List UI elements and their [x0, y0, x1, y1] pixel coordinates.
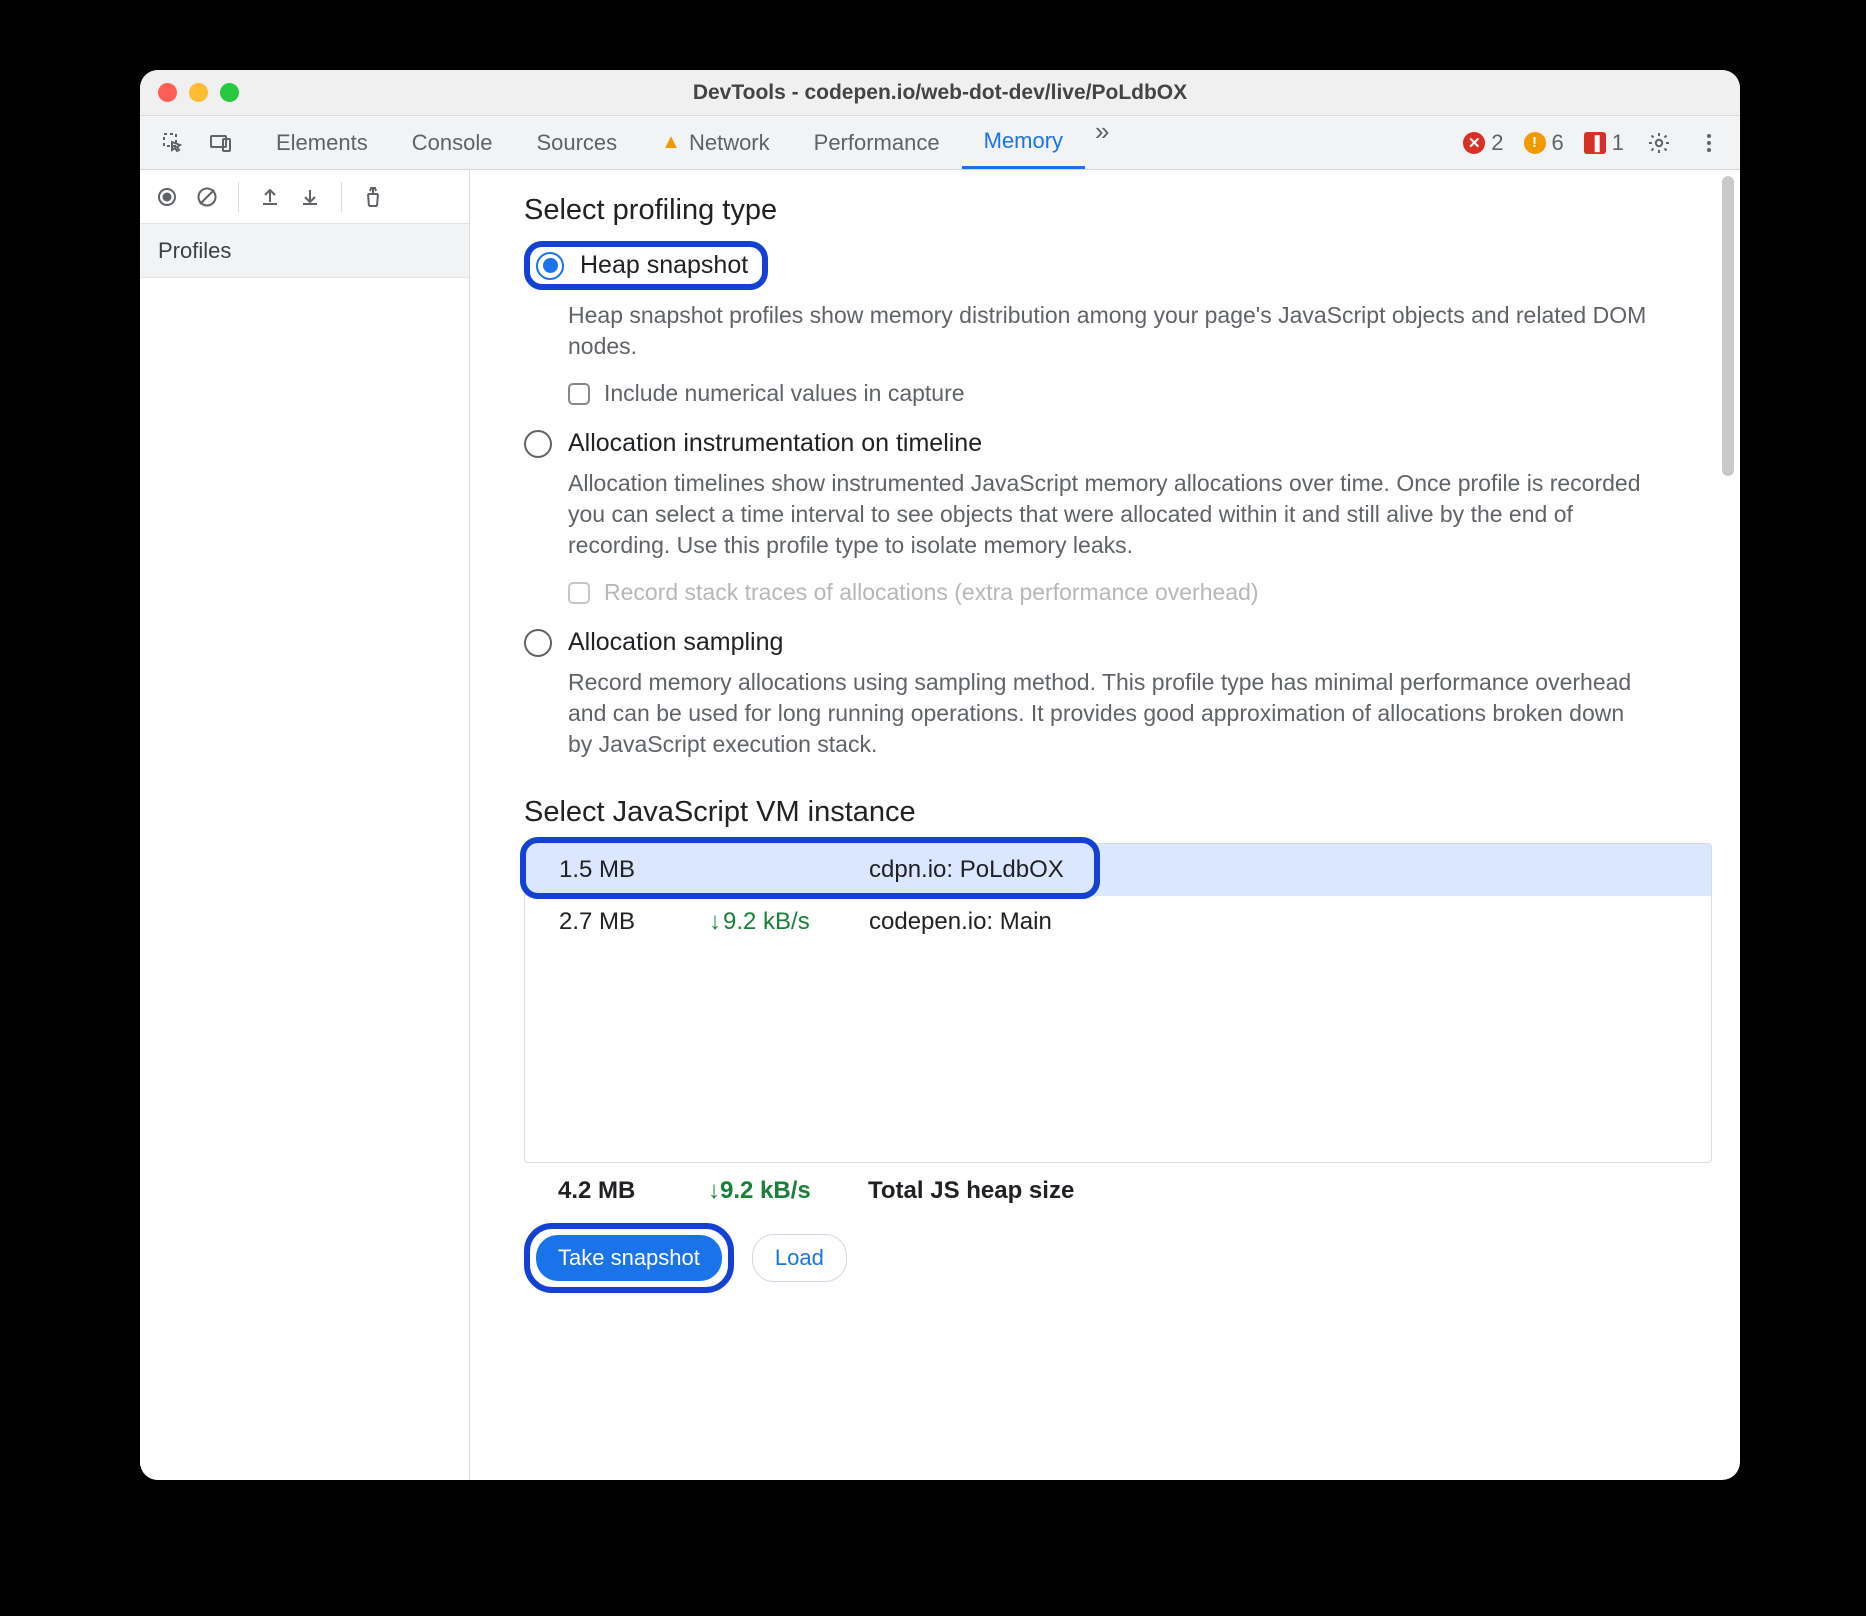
tab-label: Sources: [536, 130, 617, 156]
radio-allocation-timeline[interactable]: [524, 430, 552, 458]
close-window-button[interactable]: [158, 83, 177, 102]
radio-heap-snapshot[interactable]: [536, 252, 564, 280]
highlight-ring: Heap snapshot: [524, 241, 768, 290]
upload-icon[interactable]: [255, 182, 285, 212]
checkbox-include-numerical[interactable]: [568, 383, 590, 405]
down-arrow-icon: ↓: [709, 908, 721, 935]
zoom-window-button[interactable]: [220, 83, 239, 102]
clear-icon[interactable]: [192, 182, 222, 212]
tab-label: Elements: [276, 130, 368, 156]
option-heap-snapshot: Heap snapshot Heap snapshot profiles sho…: [524, 241, 1712, 407]
radio-allocation-sampling[interactable]: [524, 629, 552, 657]
tab-performance[interactable]: Performance: [792, 116, 962, 169]
option-allocation-timeline: Allocation instrumentation on timeline A…: [524, 429, 1712, 606]
settings-icon[interactable]: [1644, 128, 1674, 158]
errors-count: 2: [1491, 130, 1503, 156]
vm-totals-row: 4.2 MB ↓9.2 kB/s Total JS heap size: [524, 1163, 1712, 1215]
checkbox-record-stack-traces: [568, 582, 590, 604]
total-rate: ↓9.2 kB/s: [708, 1177, 868, 1205]
option-description: Record memory allocations using sampling…: [568, 667, 1648, 760]
checkbox-label: Record stack traces of allocations (extr…: [604, 579, 1259, 606]
vm-row[interactable]: 1.5 MB cdpn.io: PoLdbOX: [525, 844, 1711, 896]
warning-icon: ▲: [661, 131, 681, 154]
include-numerical-values-row: Include numerical values in capture: [568, 380, 1712, 407]
device-toolbar-icon[interactable]: [206, 128, 236, 158]
vm-name: cdpn.io: PoLdbOX: [869, 856, 1701, 884]
panel-tabs: Elements Console Sources ▲ Network Perfor…: [254, 116, 1120, 169]
more-tabs-button[interactable]: »: [1085, 116, 1119, 169]
tab-console[interactable]: Console: [390, 116, 515, 169]
tab-sources[interactable]: Sources: [514, 116, 639, 169]
profiles-label: Profiles: [158, 238, 231, 264]
error-icon: ✕: [1463, 132, 1485, 154]
record-icon[interactable]: [152, 182, 182, 212]
option-allocation-sampling: Allocation sampling Record memory alloca…: [524, 628, 1712, 760]
minimize-window-button[interactable]: [189, 83, 208, 102]
devtools-tabstrip: Elements Console Sources ▲ Network Perfor…: [140, 116, 1740, 170]
vm-instance-block: Select JavaScript VM instance 1.5 MB cdp…: [524, 792, 1712, 1452]
profiles-heading: Profiles: [140, 224, 469, 278]
memory-panel: Select profiling type Heap snapshot Heap…: [470, 170, 1740, 1480]
sidebar: Profiles: [140, 170, 470, 1480]
tab-label: Memory: [984, 128, 1063, 154]
option-label[interactable]: Allocation instrumentation on timeline: [568, 429, 982, 458]
window-title: DevTools - codepen.io/web-dot-dev/live/P…: [140, 81, 1740, 105]
traffic-lights: [140, 83, 239, 102]
tab-label: Console: [412, 130, 493, 156]
tab-network[interactable]: ▲ Network: [639, 116, 791, 169]
record-stack-traces-row: Record stack traces of allocations (extr…: [568, 579, 1712, 606]
warnings-count: 6: [1552, 130, 1564, 156]
vm-rate: ↓9.2 kB/s: [709, 908, 869, 936]
issues-badge[interactable]: ▐ 1: [1584, 130, 1624, 156]
load-button[interactable]: Load: [752, 1234, 847, 1282]
take-snapshot-button[interactable]: Take snapshot: [536, 1235, 722, 1281]
checkbox-label: Include numerical values in capture: [604, 380, 965, 407]
total-label: Total JS heap size: [868, 1177, 1702, 1205]
total-size: 4.2 MB: [558, 1177, 708, 1205]
action-buttons: Take snapshot Load: [524, 1223, 1712, 1293]
scrollbar[interactable]: [1722, 176, 1734, 476]
devtools-window: DevTools - codepen.io/web-dot-dev/live/P…: [140, 70, 1740, 1480]
option-description: Heap snapshot profiles show memory distr…: [568, 300, 1648, 362]
tab-elements[interactable]: Elements: [254, 116, 390, 169]
sidebar-toolbar: [140, 170, 469, 224]
highlight-ring: Take snapshot: [524, 1223, 734, 1293]
down-arrow-icon: ↓: [708, 1177, 720, 1204]
tab-label: Performance: [814, 130, 940, 156]
option-label[interactable]: Heap snapshot: [580, 251, 748, 280]
option-description: Allocation timelines show instrumented J…: [568, 468, 1648, 561]
warnings-badge[interactable]: ! 6: [1524, 130, 1564, 156]
vm-section-title: Select JavaScript VM instance: [524, 796, 1712, 829]
tab-memory[interactable]: Memory: [962, 116, 1085, 169]
vm-row[interactable]: 2.7 MB ↓9.2 kB/s codepen.io: Main: [525, 896, 1711, 948]
more-menu-icon[interactable]: [1694, 128, 1724, 158]
issues-count: 1: [1612, 130, 1624, 156]
inspect-element-icon[interactable]: [158, 128, 188, 158]
errors-badge[interactable]: ✕ 2: [1463, 130, 1503, 156]
titlebar: DevTools - codepen.io/web-dot-dev/live/P…: [140, 70, 1740, 116]
download-icon[interactable]: [295, 182, 325, 212]
collect-garbage-icon[interactable]: [358, 182, 388, 212]
tab-label: Network: [689, 130, 770, 156]
vm-size: 2.7 MB: [559, 908, 709, 936]
vm-name: codepen.io: Main: [869, 908, 1701, 936]
profiling-section-title: Select profiling type: [524, 194, 1712, 227]
vm-list-wrapper: 1.5 MB cdpn.io: PoLdbOX 2.7 MB ↓9.2 kB/s…: [524, 843, 1712, 1163]
option-label[interactable]: Allocation sampling: [568, 628, 783, 657]
issues-icon: ▐: [1584, 132, 1606, 154]
vm-size: 1.5 MB: [559, 856, 709, 884]
vm-instance-list: 1.5 MB cdpn.io: PoLdbOX 2.7 MB ↓9.2 kB/s…: [524, 843, 1712, 1163]
warning-icon: !: [1524, 132, 1546, 154]
